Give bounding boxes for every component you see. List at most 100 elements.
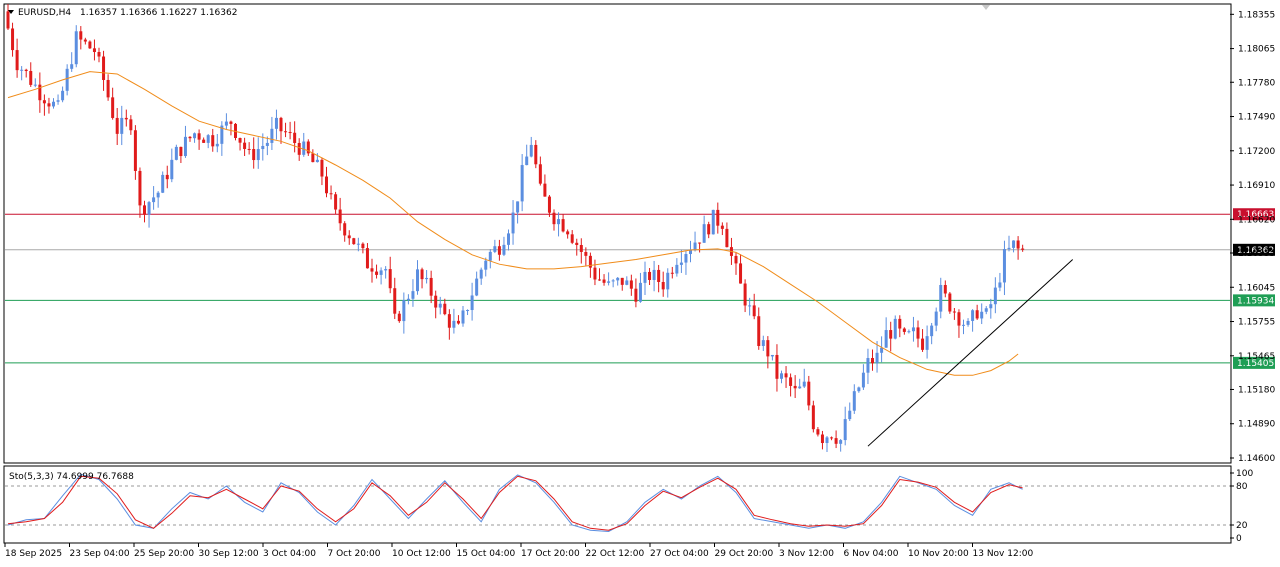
- price-panel[interactable]: [3, 3, 1232, 464]
- candle-body: [529, 144, 533, 157]
- bear-candle: [820, 430, 824, 450]
- candle-body: [111, 97, 115, 118]
- candle-body: [243, 142, 247, 149]
- candle-body: [1002, 248, 1006, 283]
- bull-candle: [761, 335, 765, 352]
- candle-body: [993, 287, 997, 305]
- bear-candle: [284, 122, 288, 138]
- candle-body: [70, 64, 74, 69]
- candle-body: [384, 269, 388, 271]
- bear-candle: [766, 336, 770, 369]
- bull-candle: [666, 268, 670, 298]
- bear-candle: [584, 247, 588, 266]
- candle-body: [429, 277, 433, 296]
- candle-body: [766, 340, 770, 357]
- candle-body: [830, 437, 834, 439]
- candle-body: [843, 419, 847, 441]
- bear-candle: [388, 256, 392, 294]
- candle-body: [124, 117, 128, 120]
- bear-candle: [179, 146, 183, 164]
- candle-body: [379, 270, 383, 275]
- bear-candle: [306, 139, 310, 156]
- candle-body: [452, 320, 456, 328]
- bear-candle: [1021, 244, 1025, 252]
- candle-body: [957, 312, 961, 326]
- candle-body: [388, 269, 392, 289]
- candle-body: [402, 300, 406, 322]
- support-line-upper-label: 1.15934: [1237, 296, 1274, 306]
- candle-body: [984, 308, 988, 312]
- candle-body: [488, 251, 492, 261]
- chart-shift-marker[interactable]: [982, 5, 990, 10]
- bull-candle: [507, 229, 510, 251]
- bear-candle: [534, 140, 538, 169]
- candle-body: [325, 176, 328, 194]
- stochastic-signal-line: [7, 475, 1023, 531]
- bull-candle: [511, 200, 515, 245]
- bear-candle: [397, 310, 401, 323]
- price-axis[interactable]: 1.18355 1.18065 1.17780 1.17490 1.17200 1.169…: [1230, 10, 1275, 464]
- candle-body: [789, 377, 793, 386]
- bull-candle: [993, 277, 997, 314]
- bull-candle: [452, 308, 456, 334]
- candle-body: [220, 125, 224, 144]
- candle-body: [684, 254, 688, 263]
- bear-candle: [124, 109, 128, 127]
- bull-candle: [438, 296, 442, 315]
- candle-body: [607, 281, 611, 283]
- bull-candle: [147, 200, 151, 228]
- candle-body: [698, 242, 702, 244]
- candle-body: [152, 197, 156, 203]
- price-tick-label: 1.17780: [1238, 78, 1275, 88]
- bear-candle: [288, 121, 292, 140]
- candle-body: [33, 84, 37, 86]
- candle-body: [306, 141, 310, 154]
- trendline-layer[interactable]: [867, 259, 1074, 447]
- bull-candle: [74, 25, 78, 68]
- candle-body: [702, 224, 706, 243]
- bear-candle: [229, 120, 233, 136]
- candle-body: [575, 242, 579, 245]
- bull-candle: [770, 354, 774, 361]
- bear-candle: [102, 50, 106, 91]
- bull-candle: [848, 402, 852, 421]
- price-tick-label: 1.16335: [1238, 249, 1275, 259]
- bull-candle: [475, 271, 479, 297]
- bear-candle: [197, 129, 201, 150]
- bear-candle: [739, 254, 743, 284]
- support-line-upper-tag: [1233, 294, 1275, 307]
- bear-candle: [329, 185, 333, 200]
- candle-body: [752, 305, 756, 317]
- bear-candle: [698, 242, 702, 253]
- candle-body: [288, 132, 292, 134]
- candle-body: [707, 224, 711, 235]
- bear-candle: [343, 221, 347, 242]
- candle-body: [438, 303, 442, 308]
- bear-candle: [752, 293, 756, 320]
- bull-candle: [302, 132, 306, 157]
- candle-body: [315, 159, 319, 163]
- time-tick-label: 7 Oct 20:00: [328, 549, 381, 559]
- bull-candle: [984, 306, 988, 315]
- symbol-menu-icon[interactable]: [8, 10, 14, 14]
- candle-body: [56, 100, 60, 102]
- bear-candle: [784, 366, 788, 388]
- price-tick-label: 1.15755: [1238, 318, 1275, 328]
- bull-candle: [356, 237, 360, 252]
- candle-body: [934, 311, 938, 326]
- time-axis[interactable]: 18 Sep 2025 23 Sep 04:00 25 Sep 20:00 30 Se…: [4, 543, 1033, 559]
- bull-candle: [839, 439, 843, 452]
- ascending-trendline[interactable]: [867, 259, 1074, 447]
- current-price-line-tag: [1233, 243, 1275, 256]
- candle-body: [120, 117, 124, 134]
- candle-body: [493, 246, 497, 252]
- bull-candle: [56, 94, 60, 105]
- candle-body: [397, 313, 401, 322]
- candle-body: [998, 282, 1002, 288]
- time-tick-label: 25 Sep 20:00: [134, 549, 194, 559]
- candle-body: [375, 271, 379, 275]
- candle-body: [516, 201, 520, 213]
- bear-candle: [602, 274, 606, 286]
- stochastic-panel[interactable]: [3, 465, 1232, 544]
